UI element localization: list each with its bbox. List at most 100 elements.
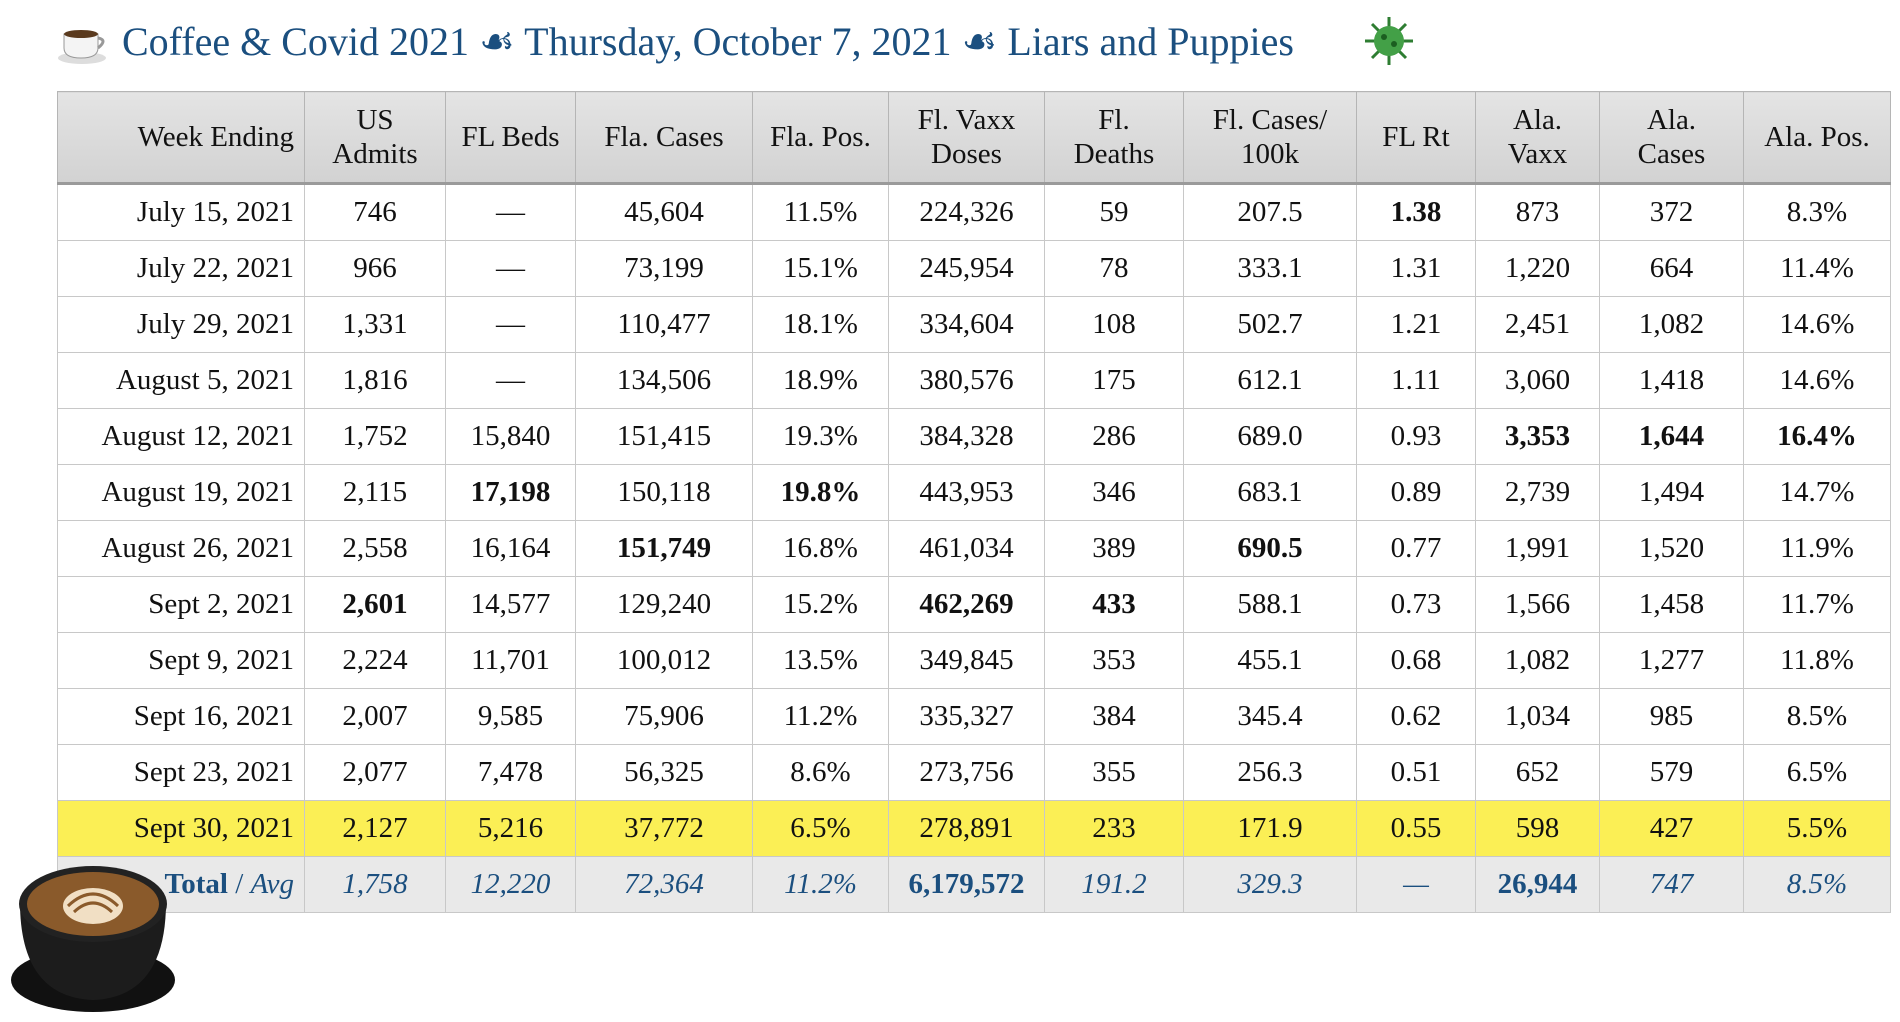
cell: 15,840: [445, 408, 576, 465]
cell: 2,601: [304, 576, 446, 633]
column-header: Fl. Deaths: [1044, 91, 1184, 185]
cell: 1,277: [1599, 632, 1744, 689]
cell: 462,269: [888, 576, 1045, 633]
cell: 56,325: [575, 744, 753, 801]
row-label: July 15, 2021: [57, 183, 305, 241]
row-label: Sept 9, 2021: [57, 632, 305, 689]
cell: 45,604: [575, 183, 753, 241]
table-row: Sept 30, 2021 2,127 5,216 37,772 6.5% 278,891…: [57, 800, 1891, 857]
header-line: FL Beds: [461, 121, 560, 153]
cell: 1,520: [1599, 520, 1744, 577]
cell: 100,012: [575, 632, 753, 689]
cell: 427: [1599, 800, 1744, 857]
cell: 0.62: [1356, 688, 1476, 745]
row-label: Sept 2, 2021: [57, 576, 305, 633]
cell: 2,451: [1475, 296, 1600, 353]
cell: 59: [1044, 183, 1184, 241]
table-row: July 29, 2021 1,331—110,477 18.1% 334,604 10…: [57, 296, 1891, 353]
cell: 108: [1044, 296, 1184, 353]
cell: 5.5%: [1743, 800, 1891, 857]
total-cell: 12,220: [445, 856, 576, 913]
header-line: Ala.: [1646, 104, 1697, 136]
cell: 11.7%: [1743, 576, 1891, 633]
cell: 461,034: [888, 520, 1045, 577]
header-line: 100k: [1241, 138, 1299, 170]
total-cell: 6,179,572: [888, 856, 1045, 913]
column-header: Fla. Pos.: [752, 91, 889, 185]
cell: 13.5%: [752, 632, 889, 689]
cell: 1.11: [1356, 352, 1476, 409]
cell: 2,007: [304, 688, 446, 745]
header-line: Cases: [1637, 138, 1706, 170]
cell: 664: [1599, 240, 1744, 297]
cell: 345.4: [1183, 688, 1357, 745]
cell: 3,060: [1475, 352, 1600, 409]
cell: 14.7%: [1743, 464, 1891, 521]
total-cell: 72,364: [575, 856, 753, 913]
cell: 11.9%: [1743, 520, 1891, 577]
cell: 1,220: [1475, 240, 1600, 297]
cell: 2,558: [304, 520, 446, 577]
cell: 224,326: [888, 183, 1045, 241]
cell: 0.93: [1356, 408, 1476, 465]
cell: 966: [304, 240, 446, 297]
cell: 15.2%: [752, 576, 889, 633]
cell: 256.3: [1183, 744, 1357, 801]
cell: 134,506: [575, 352, 753, 409]
cell: 2,115: [304, 464, 446, 521]
cell: 502.7: [1183, 296, 1357, 353]
table-row: Sept 2, 2021 2,601 14,577 129,240 15.2% 462,2…: [57, 576, 1891, 633]
cell: 746: [304, 183, 446, 241]
cell: 384: [1044, 688, 1184, 745]
cell: 6.5%: [752, 800, 889, 857]
cell: 346: [1044, 464, 1184, 521]
cell: 3,353: [1475, 408, 1600, 465]
column-header: Ala. Pos.: [1743, 91, 1891, 185]
table-row: Sept 9, 2021 2,224 11,701 100,012 13.5% 349,8…: [57, 632, 1891, 689]
row-label: August 5, 2021: [57, 352, 305, 409]
row-label: Sept 23, 2021: [57, 744, 305, 801]
cell: 0.77: [1356, 520, 1476, 577]
cell: 1,752: [304, 408, 446, 465]
cell: 1,034: [1475, 688, 1600, 745]
table-row: August 26, 2021 2,558 16,164 151,749 16.8% 46…: [57, 520, 1891, 577]
cell: —: [445, 352, 576, 409]
cell: 8.5%: [1743, 688, 1891, 745]
cell: 151,749: [575, 520, 753, 577]
header-line: Fl. Vaxx: [917, 104, 1016, 136]
header-line: Fla. Cases: [604, 121, 724, 153]
cell: 873: [1475, 183, 1600, 241]
total-word: Total: [164, 868, 228, 900]
header-row: Week Ending US Admits FL Beds Fla. Cases Fla.…: [57, 91, 1891, 185]
cell: 175: [1044, 352, 1184, 409]
total-cell: 8.5%: [1743, 856, 1891, 913]
total-cell: 26,944: [1475, 856, 1600, 913]
cell: —: [445, 240, 576, 297]
cell: 6.5%: [1743, 744, 1891, 801]
cell: 151,415: [575, 408, 753, 465]
virus-icon: [1365, 17, 1413, 65]
data-table: Week Ending US Admits FL Beds Fla. Cases Fla.…: [57, 91, 1891, 913]
column-header: Ala. Vaxx: [1475, 91, 1600, 185]
cell: 14.6%: [1743, 352, 1891, 409]
cell: 1.21: [1356, 296, 1476, 353]
cell: 353: [1044, 632, 1184, 689]
total-cell: 747: [1599, 856, 1744, 913]
cell: 389: [1044, 520, 1184, 577]
cell: 78: [1044, 240, 1184, 297]
table-row: Sept 23, 2021 2,077 7,478 56,325 8.6% 273,756…: [57, 744, 1891, 801]
cell: 16.4%: [1743, 408, 1891, 465]
cell: 985: [1599, 688, 1744, 745]
cell: 690.5: [1183, 520, 1357, 577]
cell: 2,127: [304, 800, 446, 857]
cell: 11.4%: [1743, 240, 1891, 297]
cell: 286: [1044, 408, 1184, 465]
cell: 334,604: [888, 296, 1045, 353]
cell: 1,458: [1599, 576, 1744, 633]
page-title: Coffee & Covid 2021 ☙ Thursday, October …: [122, 19, 1294, 64]
column-header: FL Beds: [445, 91, 576, 185]
cell: 380,576: [888, 352, 1045, 409]
cell: 443,953: [888, 464, 1045, 521]
cell: 0.73: [1356, 576, 1476, 633]
cell: 9,585: [445, 688, 576, 745]
